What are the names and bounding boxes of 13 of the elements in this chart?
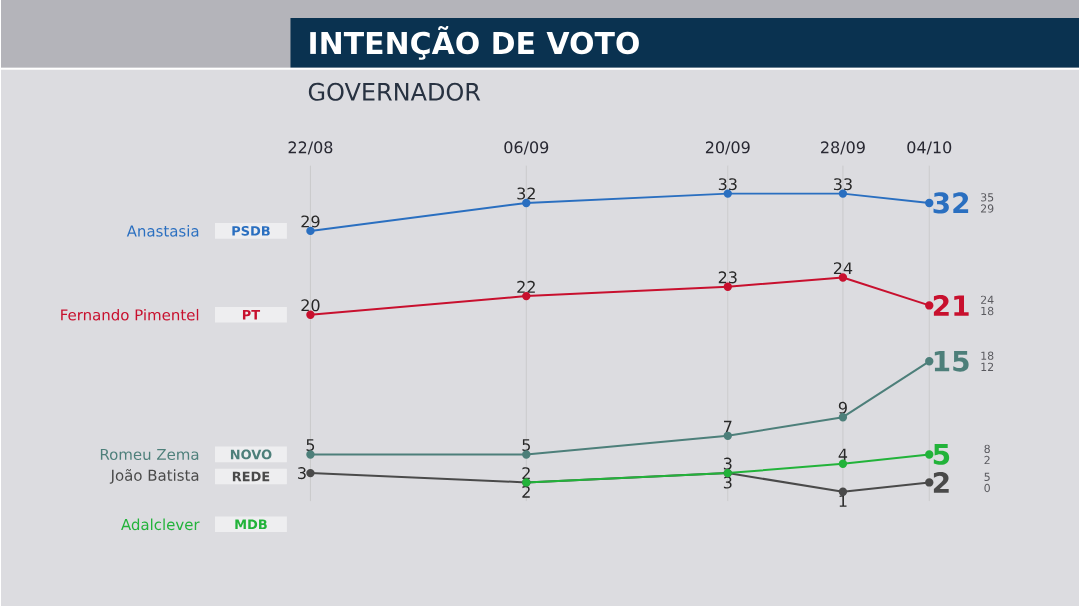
point (723, 431, 732, 440)
data-label: 21 (933, 294, 969, 316)
point (306, 468, 315, 477)
data-label: 32 (933, 191, 969, 214)
point (925, 300, 934, 310)
chart-title: INTENÇÃO DE VOTO (310, 25, 639, 60)
point (925, 356, 934, 366)
point (838, 487, 848, 496)
chart-subtitle: GOVERNADOR (308, 82, 481, 101)
data-label: 2 (933, 471, 949, 493)
data-label: 5 (933, 443, 950, 465)
point (925, 477, 934, 487)
data-label: 15 (934, 350, 969, 372)
